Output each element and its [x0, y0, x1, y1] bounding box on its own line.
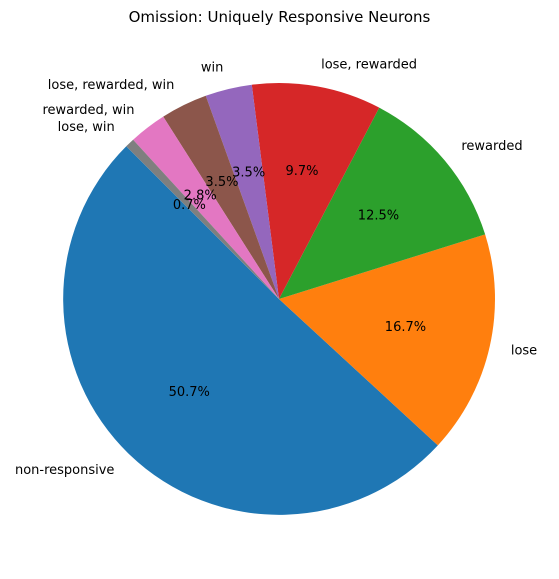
pct-label: 0.7% — [173, 198, 206, 213]
pie-slices — [63, 82, 496, 515]
percent-labels: 50.7%16.7%12.5%9.7%3.5%3.5%2.8%0.7% — [169, 164, 427, 400]
chart-title: Omission: Uniquely Responsive Neurons — [129, 8, 431, 26]
category-label: lose — [511, 343, 537, 358]
pct-label: 2.8% — [184, 189, 217, 204]
pct-label: 50.7% — [169, 385, 210, 400]
pct-label: 12.5% — [358, 208, 399, 223]
category-label: lose, win — [58, 120, 115, 135]
category-label: lose, rewarded — [321, 58, 417, 73]
category-label: non-responsive — [15, 463, 114, 478]
pie-slice-rewarded — [279, 107, 486, 299]
category-label: win — [201, 61, 223, 76]
pie-slice-lose-rewarded — [251, 82, 380, 299]
category-label: lose, rewarded, win — [48, 78, 175, 93]
category-label: rewarded, win — [42, 103, 134, 118]
category-label: rewarded — [461, 139, 522, 154]
pct-label: 3.5% — [205, 175, 238, 190]
pie-slice-lose-rewarded-win — [163, 95, 279, 299]
pct-label: 3.5% — [232, 166, 265, 181]
pct-label: 16.7% — [385, 320, 426, 335]
pie-slice-non-responsive — [63, 146, 438, 515]
pct-label: 9.7% — [285, 164, 318, 179]
pie-slice-lose — [279, 234, 496, 446]
pie-slice-win — [205, 84, 279, 299]
pie-slice-rewarded-win — [133, 116, 279, 300]
category-labels: non-responsive lose rewarded lose, rewarded… — [15, 58, 537, 478]
pie-slice-lose-win — [126, 139, 279, 299]
